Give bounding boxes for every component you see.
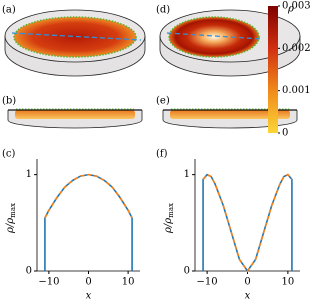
y-tick-label: 1 <box>26 169 32 180</box>
colorbar-tick-label: 0.001 <box>282 85 311 96</box>
panel-label: (b) <box>2 96 16 107</box>
disk-d <box>159 9 301 77</box>
x-axis-label: x <box>245 291 251 302</box>
y-axis-label-sub: max <box>167 203 175 218</box>
panel-label: (d) <box>156 5 170 16</box>
x-tick-label: 0 <box>85 277 91 288</box>
panel-label: (c) <box>2 149 16 160</box>
panel-label: (e) <box>156 96 170 107</box>
x-tick-label: 10 <box>282 277 295 288</box>
colorbar-tick-label: 0 <box>282 128 288 139</box>
x-tick-label: −10 <box>38 277 59 288</box>
y-tick-label: 0 <box>26 266 32 277</box>
colorbar-tick-label: 0.003 <box>282 1 311 12</box>
colorbar <box>268 6 278 133</box>
y-tick-label: 1 <box>184 169 190 180</box>
y-axis-label-main: ρ/ρ <box>163 218 174 234</box>
x-tick-label: 10 <box>122 277 135 288</box>
panel-label: (f) <box>156 149 168 160</box>
y-tick-label: 0 <box>184 266 190 277</box>
disk-a <box>4 9 146 77</box>
y-axis-label: ρ/ρmax <box>163 203 176 234</box>
x-tick-label: −10 <box>197 277 218 288</box>
line-series <box>44 173 133 219</box>
panel-label: (a) <box>2 5 16 16</box>
colorbar-tick-label: 0.002 <box>282 43 311 54</box>
x-tick-label: 0 <box>244 277 250 288</box>
slab-b <box>7 108 143 129</box>
line-series <box>202 173 293 273</box>
y-axis-label-main: ρ/ρ <box>5 218 16 234</box>
y-axis-label: ρ/ρmax <box>5 203 18 234</box>
line-series <box>44 173 133 271</box>
y-axis-label-sub: max <box>9 203 17 218</box>
x-axis-label: x <box>86 291 92 302</box>
colorbar-label: ρ <box>287 4 294 15</box>
